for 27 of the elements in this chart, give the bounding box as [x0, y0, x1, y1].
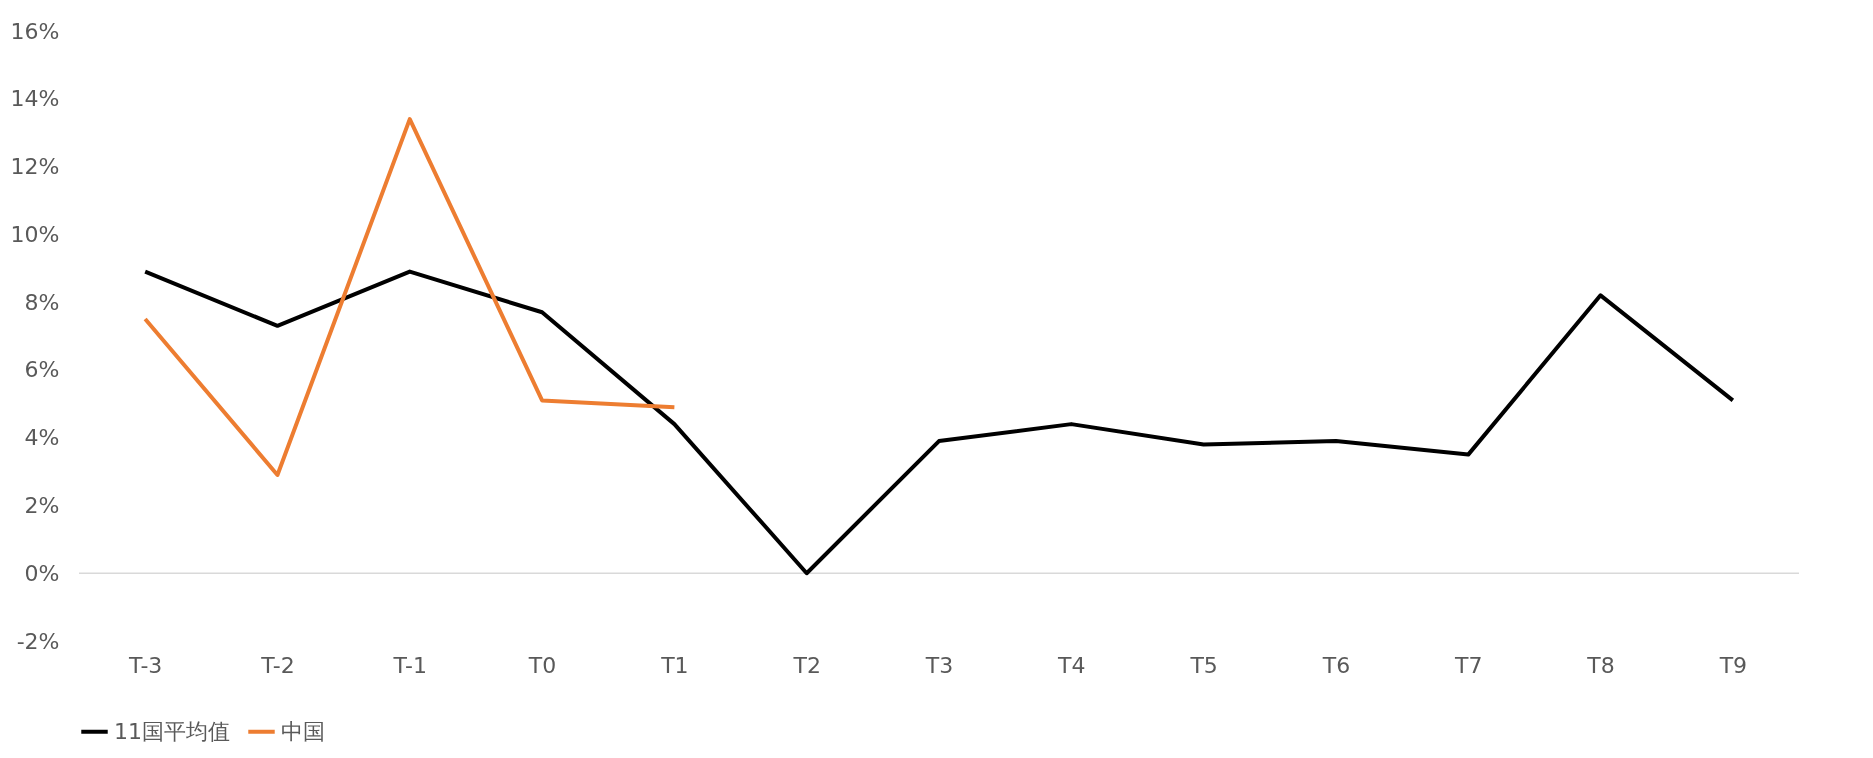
y-tick-label: 6% [24, 357, 60, 383]
legend-label: 中国 [281, 718, 325, 744]
x-tick-label: T6 [1321, 652, 1351, 678]
y-tick-label: 4% [24, 425, 60, 451]
x-tick-label: T-2 [260, 652, 295, 678]
line-series [143, 117, 677, 477]
x-tick-label: T1 [660, 652, 689, 678]
y-tick-label: 10% [10, 221, 60, 247]
y-tick-label: 16% [10, 18, 60, 44]
y-tick-label: 0% [24, 560, 60, 586]
y-tick-label: 8% [24, 289, 60, 315]
x-tick-label: T5 [1189, 652, 1218, 678]
y-tick-label: -2% [16, 628, 60, 654]
x-tick-label: T9 [1718, 652, 1748, 678]
x-tick-label: T-3 [127, 652, 163, 678]
x-tick-label: T8 [1586, 652, 1615, 678]
line-series [143, 269, 1735, 576]
y-tick-label: 2% [24, 492, 60, 518]
x-tick-label: T7 [1454, 652, 1483, 678]
x-tick-label: T2 [792, 652, 821, 678]
y-tick-label: 14% [10, 86, 60, 112]
y-tick-label: 12% [10, 154, 60, 180]
x-tick-label: T3 [924, 652, 954, 678]
x-tick-label: T-1 [392, 652, 427, 678]
x-tick-label: T4 [1057, 652, 1086, 678]
x-tick-label: T0 [527, 652, 557, 678]
legend-label: 11国平均值 [114, 718, 230, 744]
